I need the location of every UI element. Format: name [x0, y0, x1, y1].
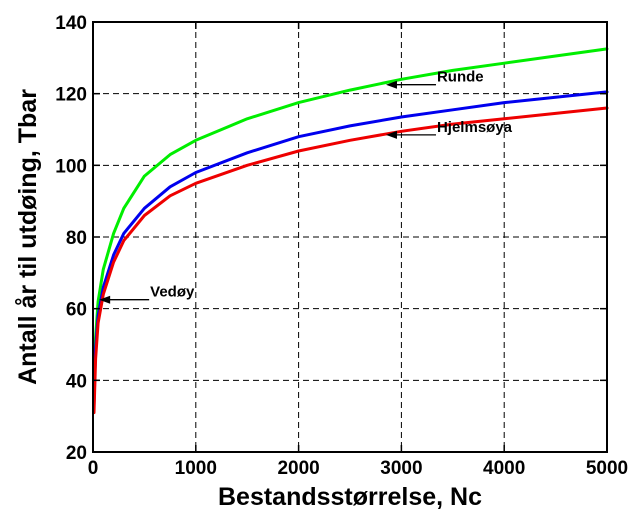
y-tick-label: 20: [66, 443, 87, 464]
y-tick-label: 80: [66, 228, 87, 249]
y-tick-label: 40: [66, 371, 87, 392]
annotation-label: Vedøy: [150, 284, 195, 301]
x-tick-label: 4000: [483, 458, 525, 479]
y-tick-label: 120: [55, 85, 87, 106]
x-tick-label: 2000: [277, 458, 319, 479]
x-axis-label: Bestandsstørrelse, Nc: [218, 483, 482, 511]
annotation-arrow-head: [99, 295, 111, 304]
x-tick-label: 3000: [380, 458, 422, 479]
series-group: [92, 47, 609, 415]
grid-lines: [93, 22, 607, 452]
y-tick-label: 100: [55, 156, 87, 177]
y-tick-labels: 20 40 60 80 100 120 140: [55, 13, 87, 464]
annotation-label: Hjelmsøya: [437, 119, 513, 136]
annotation-label: Runde: [437, 69, 484, 86]
x-tick-label: 1000: [175, 458, 217, 479]
plot-frame: [92, 21, 608, 453]
series-line-3: [92, 106, 609, 415]
y-tick-label: 140: [55, 13, 87, 34]
annotations: Runde Hjelmsøya Vedøy: [99, 69, 513, 304]
x-tick-label: 0: [88, 458, 99, 479]
x-tick-label: 5000: [586, 458, 628, 479]
y-tick-label: 60: [66, 300, 87, 321]
tick-marks: [92, 21, 608, 453]
annotation-arrow-head: [385, 130, 397, 139]
y-axis-label: Antall år til utdøing, Tbar: [14, 89, 42, 385]
x-tick-labels: 0 1000 2000 3000 4000 5000: [88, 458, 628, 479]
series-line-1: [92, 47, 609, 397]
annotation-arrow-head: [385, 80, 397, 89]
